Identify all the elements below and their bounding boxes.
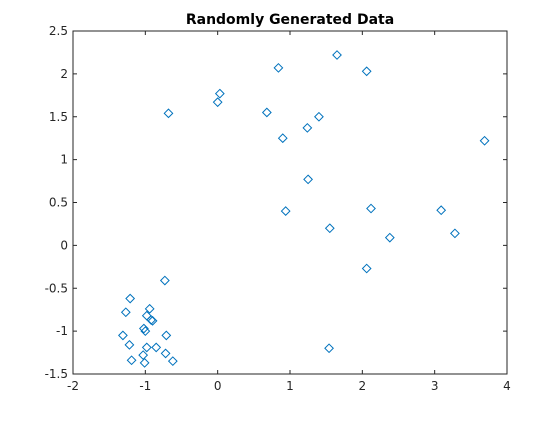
data-point [479,135,490,146]
data-point [167,356,178,367]
data-point [214,88,225,99]
data-point [151,342,162,353]
data-point [302,122,313,133]
data-point [126,355,137,366]
y-tick-label: 2.5 [49,24,68,38]
y-tick-label: 0.5 [49,196,68,210]
data-point [324,223,335,234]
data-point [125,293,136,304]
data-point [139,357,150,368]
data-point [324,343,334,354]
data-point [261,107,272,118]
x-tick-label: 3 [431,379,439,393]
x-tick-label: 2 [359,379,367,393]
x-tick-label: 4 [503,379,511,393]
data-point [163,108,174,119]
data-point [212,97,223,108]
data-point [138,323,149,334]
data-point [124,339,135,350]
data-point [160,348,171,359]
data-point [450,228,460,239]
x-tick-label: -1 [139,379,151,393]
y-tick-label: 2 [60,67,68,81]
data-point [138,350,149,361]
data-point [144,303,155,314]
data-point [361,66,372,77]
y-tick-label: 0 [60,238,68,252]
x-tick-label: 1 [286,379,294,393]
data-point [303,174,313,185]
x-tick-label: 0 [214,379,222,393]
data-points [118,50,490,368]
chart-title: Randomly Generated Data [186,12,394,28]
data-point [366,203,376,214]
data-point [277,133,288,144]
y-tick-label: -1.5 [45,367,68,381]
axes: -2 -1 0 1 2 3 4 -1.5 -1 -0.5 0 0.5 1 1.5 2 2.5 [45,24,511,393]
data-point [273,62,284,73]
x-tick-label: -2 [67,379,79,393]
y-tick-label: -1 [56,324,68,338]
data-point [361,263,372,274]
data-point [140,326,151,337]
data-point [161,330,172,341]
data-point [314,111,324,122]
y-tick-label: 1.5 [49,110,68,124]
data-point [332,50,342,60]
y-tick-label: -0.5 [45,281,68,295]
data-point [280,206,291,216]
data-point [120,307,131,318]
data-point [436,205,447,216]
data-point [384,232,395,243]
data-point [118,330,128,341]
data-point [141,342,152,353]
data-point [147,315,158,326]
y-tick-label: 1 [60,153,68,167]
data-point [159,275,170,286]
